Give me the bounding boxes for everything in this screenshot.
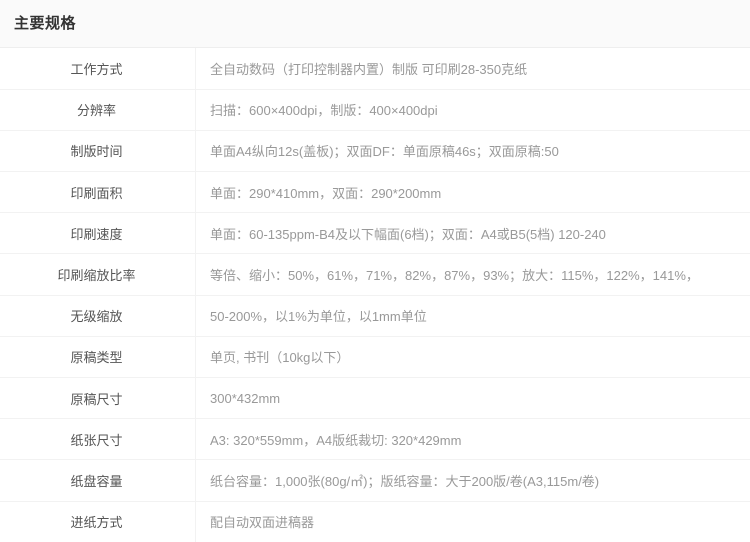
spec-label-cell: 制版时间 <box>0 130 196 173</box>
spec-value-text: 全自动数码（打印控制器内置）制版 可印刷28-350克纸 <box>210 61 528 77</box>
table-row: 纸张尺寸 A3: 320*559mm，A4版纸裁切: 320*429mm <box>0 418 750 461</box>
spec-value-text: A3: 320*559mm，A4版纸裁切: 320*429mm <box>210 432 462 448</box>
spec-label-text: 无级缩放 <box>70 309 123 325</box>
spec-label-text: 分辨率 <box>76 103 116 119</box>
spec-value-text: 300*432mm <box>210 390 281 406</box>
spec-value-cell: 单面A4纵向12s(盖板)；双面DF：单面原稿46s；双面原稿:50 <box>195 130 750 173</box>
page-title: 主要规格 <box>14 15 77 32</box>
table-row: 印刷缩放比率 等倍、缩小：50%，61%，71%，82%，87%，93%；放大：1… <box>0 253 750 296</box>
table-row: 制版时间 单面A4纵向12s(盖板)；双面DF：单面原稿46s；双面原稿:50 <box>0 130 750 173</box>
spec-label-cell: 印刷速度 <box>0 212 196 255</box>
spec-label-cell: 印刷缩放比率 <box>0 253 196 296</box>
spec-label-text: 制版时间 <box>70 144 123 160</box>
table-row: 纸盘容量 纸台容量：1,000张(80g/㎡)；版纸容量：大于200版/卷(A3,… <box>0 459 750 502</box>
table-row: 印刷面积 单面：290*410mm，双面：290*200mm <box>0 171 750 214</box>
spec-value-text: 配自动双面进稿器 <box>210 515 315 531</box>
spec-value-cell: 单面：290*410mm，双面：290*200mm <box>195 171 750 214</box>
spec-label-text: 印刷缩放比率 <box>57 268 136 284</box>
spec-label-cell: 印刷面积 <box>0 171 196 214</box>
spec-label-text: 原稿尺寸 <box>70 391 123 407</box>
spec-value-text: 纸台容量：1,000张(80g/㎡)；版纸容量：大于200版/卷(A3,115m… <box>210 473 600 489</box>
spec-value-text: 单面A4纵向12s(盖板)；双面DF：单面原稿46s；双面原稿:50 <box>210 144 559 160</box>
spec-value-cell: 等倍、缩小：50%，61%，71%，82%，87%，93%；放大：115%，12… <box>195 253 750 296</box>
spec-label-cell: 工作方式 <box>0 48 196 90</box>
spec-label-text: 原稿类型 <box>70 350 123 366</box>
spec-value-cell: 单页, 书刊（10kg以下） <box>195 336 750 379</box>
spec-label-text: 进纸方式 <box>70 515 123 531</box>
specifications-table: 工作方式 全自动数码（打印控制器内置）制版 可印刷28-350克纸分辨率 扫描：60… <box>0 48 750 542</box>
spec-value-text: 单面：290*410mm，双面：290*200mm <box>210 185 442 201</box>
panel-header: 主要规格 <box>0 0 750 48</box>
spec-value-cell: A3: 320*559mm，A4版纸裁切: 320*429mm <box>195 418 750 461</box>
spec-value-cell: 配自动双面进稿器 <box>195 501 750 542</box>
spec-label-text: 印刷速度 <box>70 226 123 242</box>
spec-value-text: 扫描：600×400dpi，制版：400×400dpi <box>210 103 438 119</box>
spec-value-cell: 扫描：600×400dpi，制版：400×400dpi <box>195 89 750 131</box>
spec-label-text: 工作方式 <box>70 61 123 77</box>
table-row: 原稿尺寸 300*432mm <box>0 377 750 420</box>
table-row: 分辨率 扫描：600×400dpi，制版：400×400dpi <box>0 89 750 131</box>
spec-label-cell: 原稿尺寸 <box>0 377 196 420</box>
spec-value-cell: 300*432mm <box>195 377 750 420</box>
spec-value-cell: 单面：60-135ppm-B4及以下幅面(6档)；双面：A4或B5(5档) 12… <box>195 212 750 255</box>
spec-value-text: 单面：60-135ppm-B4及以下幅面(6档)；双面：A4或B5(5档) 12… <box>210 226 606 242</box>
spec-label-cell: 原稿类型 <box>0 336 196 379</box>
table-row: 无级缩放 50-200%，以1%为单位，以1mm单位 <box>0 295 750 337</box>
table-row: 进纸方式 配自动双面进稿器 <box>0 501 750 542</box>
spec-label-cell: 分辨率 <box>0 89 196 131</box>
table-row: 印刷速度 单面：60-135ppm-B4及以下幅面(6档)；双面：A4或B5(5档… <box>0 212 750 255</box>
spec-label-cell: 纸盘容量 <box>0 459 196 502</box>
table-row: 原稿类型 单页, 书刊（10kg以下） <box>0 336 750 379</box>
spec-value-cell: 全自动数码（打印控制器内置）制版 可印刷28-350克纸 <box>195 48 750 90</box>
spec-value-text: 50-200%，以1%为单位，以1mm单位 <box>210 309 427 325</box>
spec-value-cell: 纸台容量：1,000张(80g/㎡)；版纸容量：大于200版/卷(A3,115m… <box>195 459 750 502</box>
specifications-table-body: 工作方式 全自动数码（打印控制器内置）制版 可印刷28-350克纸分辨率 扫描：60… <box>0 48 750 542</box>
spec-label-text: 印刷面积 <box>70 185 123 201</box>
spec-value-text: 单页, 书刊（10kg以下） <box>210 350 350 366</box>
spec-label-text: 纸张尺寸 <box>70 432 123 448</box>
spec-label-text: 纸盘容量 <box>70 473 123 489</box>
spec-value-text: 等倍、缩小：50%，61%，71%，82%，87%，93%；放大：115%，12… <box>210 268 699 284</box>
table-row: 工作方式 全自动数码（打印控制器内置）制版 可印刷28-350克纸 <box>0 48 750 90</box>
spec-label-cell: 纸张尺寸 <box>0 418 196 461</box>
spec-value-cell: 50-200%，以1%为单位，以1mm单位 <box>195 295 750 337</box>
spec-label-cell: 无级缩放 <box>0 295 196 337</box>
spec-label-cell: 进纸方式 <box>0 501 196 542</box>
